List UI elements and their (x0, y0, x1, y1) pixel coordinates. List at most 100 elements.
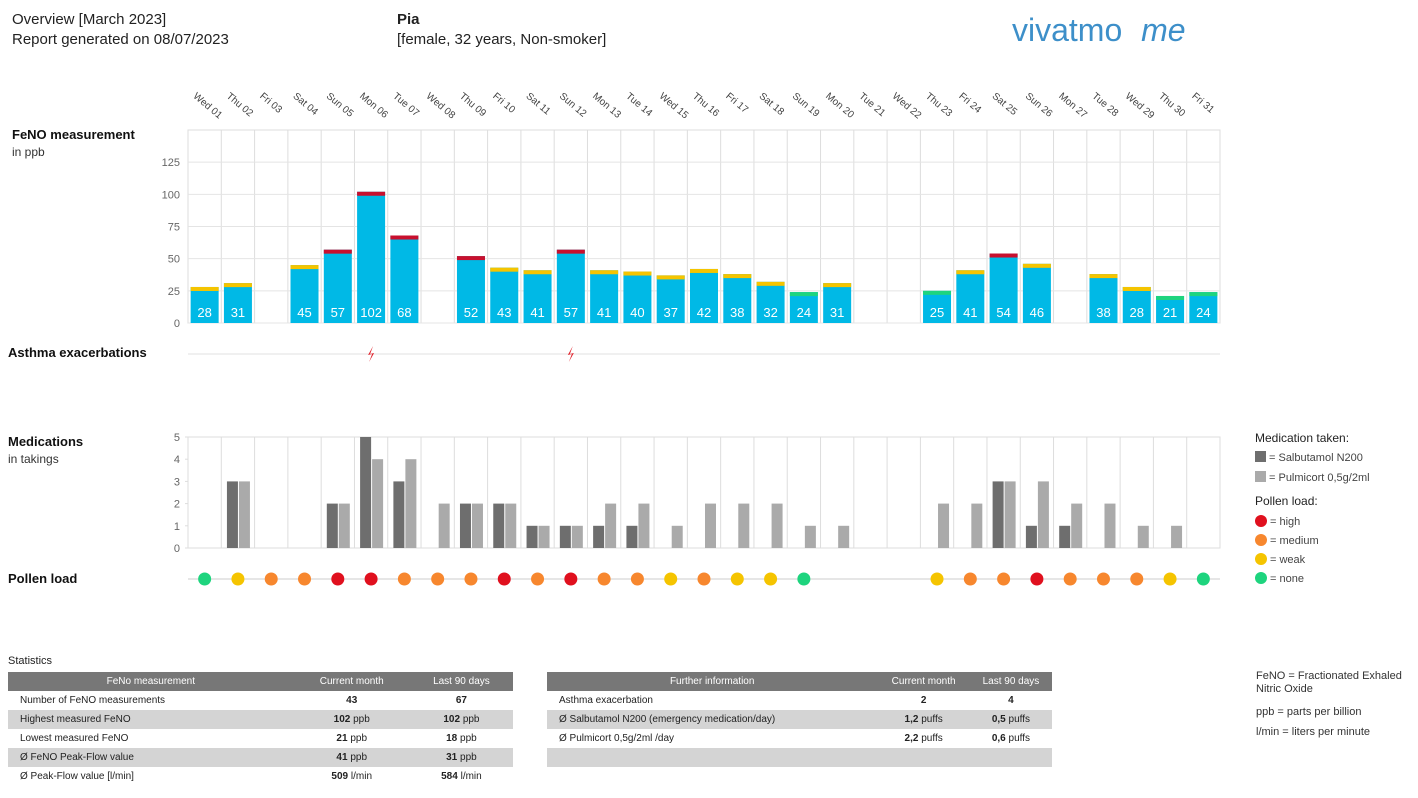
cell-unit: ppb (353, 714, 370, 725)
cell-value: 67 (455, 695, 467, 706)
medication-bar (738, 503, 750, 548)
medication-bar (992, 481, 1004, 548)
table-cell: 67 (410, 691, 513, 710)
day-label: Sat 11 (524, 91, 553, 118)
feno-bar (490, 267, 519, 323)
day-label: Sat 18 (757, 91, 787, 118)
patient-info: [female, 32 years, Non-smoker] (397, 31, 607, 48)
pollen-dot (930, 572, 944, 586)
pollen-dot (697, 572, 711, 586)
pollen-cap (456, 256, 485, 261)
pollen-dot (531, 572, 545, 586)
medication-bar (838, 525, 850, 548)
medication-bar (1037, 481, 1049, 548)
table-cell: Number of FeNO measurements (20, 695, 166, 706)
pollen-dot (564, 572, 578, 586)
y-tick-label: 125 (162, 157, 180, 169)
table-row: Lowest measured FeNO 21 ppb 18 ppb (8, 729, 513, 748)
medication-bar (338, 503, 350, 548)
medication-bar (238, 481, 250, 548)
pollen-cap (1022, 263, 1051, 268)
feno-bar (590, 270, 619, 323)
pollen-dot (597, 572, 611, 586)
table-cell: Ø Peak-Flow value [l/min] (20, 771, 134, 782)
medication-bar (571, 525, 583, 548)
footnote: FeNO = Fractionated Exhaled Nitric Oxide (1256, 670, 1402, 695)
table-cell: 0,5 puffs (969, 710, 1052, 729)
day-label: Fri 31 (1189, 91, 1216, 116)
table-row: Ø Salbutamol N200 (emergency medication/… (547, 710, 1052, 729)
table-row: Ø Peak-Flow value [l/min] 509 l/min 584 l/… (8, 767, 513, 786)
pollen-cap (1156, 295, 1185, 300)
medication-bar (593, 525, 605, 548)
day-label: Thu 02 (224, 91, 255, 120)
charts: Wed 01 Thu 02 Fri 03 Sat 04 Sun 05 Mon 06 Tue … (8, 91, 1370, 586)
statistics-title: Statistics (8, 655, 53, 667)
column-header: Further information (547, 672, 878, 691)
y-tick-label: 100 (162, 189, 180, 201)
pollen-dot (431, 572, 445, 586)
day-label: Wed 29 (1123, 91, 1157, 122)
table-cell: 102 ppb (293, 710, 410, 729)
feno-bar (923, 290, 952, 323)
table-cell: 2 (877, 691, 970, 710)
table-cell: 584 l/min (410, 767, 513, 786)
pollen-cap (290, 265, 319, 270)
cell-unit: puffs (1008, 714, 1031, 725)
day-label: Fri 24 (956, 91, 983, 116)
feno-bar (690, 268, 718, 323)
pollen-cap (756, 281, 785, 286)
pollen-cap (690, 268, 718, 273)
cell-value: 18 (446, 733, 458, 744)
legend-swatch (1255, 471, 1266, 482)
bar-label: 41 (597, 305, 611, 320)
feno-bar (556, 249, 585, 323)
feno-bar (789, 292, 818, 323)
logo: vivatmo me (1012, 12, 1186, 49)
pollen-dot (331, 572, 345, 586)
pollen-dot (963, 572, 977, 586)
bar-label: 38 (1096, 305, 1110, 320)
table-cell: 4 (970, 691, 1052, 710)
table-row (547, 767, 1052, 786)
feno-bar (390, 235, 419, 323)
day-label: Mon 13 (590, 91, 623, 121)
table-cell: Ø Salbutamol N200 (emergency medication/… (547, 710, 878, 729)
legend-label: = high (1270, 516, 1300, 528)
feno-bar (1122, 286, 1151, 323)
y-tick-label: 1 (174, 521, 180, 533)
feno-bar (357, 191, 386, 323)
bar-label: 38 (730, 305, 744, 320)
cell-value: 509 (331, 771, 349, 782)
bar-label: 24 (797, 305, 811, 320)
bar-label: 40 (630, 305, 644, 320)
medication-bar (804, 525, 816, 548)
day-label: Fri 03 (257, 91, 284, 116)
pollen-cap (656, 275, 685, 280)
bar-label: 46 (1030, 305, 1044, 320)
day-label: Wed 08 (424, 91, 458, 122)
y-tick-label: 25 (168, 286, 180, 298)
medication-bar (326, 503, 338, 548)
table-cell (877, 767, 970, 786)
row-title: Asthma exacerbations (8, 345, 147, 360)
table-cell: 1,2 puffs (877, 710, 970, 729)
medication-bar (505, 503, 517, 548)
report-title: Overview [March 2023] (12, 11, 167, 28)
medication-bar (626, 525, 638, 548)
column-header: Current month (293, 672, 410, 691)
cell-unit: l/min (350, 771, 373, 782)
bar-label: 28 (197, 305, 211, 320)
day-label: Fri 10 (490, 91, 517, 116)
table-cell (547, 748, 878, 767)
pollen-dot (664, 572, 678, 586)
bar-label: 54 (996, 305, 1010, 320)
cell-unit: ppb (350, 752, 368, 763)
feno-bar (523, 270, 552, 323)
medication-bar (1059, 525, 1071, 548)
row-title: FeNO measurement (12, 127, 135, 142)
y-tick-label: 0 (174, 318, 180, 330)
feno-bar (290, 265, 319, 323)
day-label: Sun 12 (557, 91, 589, 120)
